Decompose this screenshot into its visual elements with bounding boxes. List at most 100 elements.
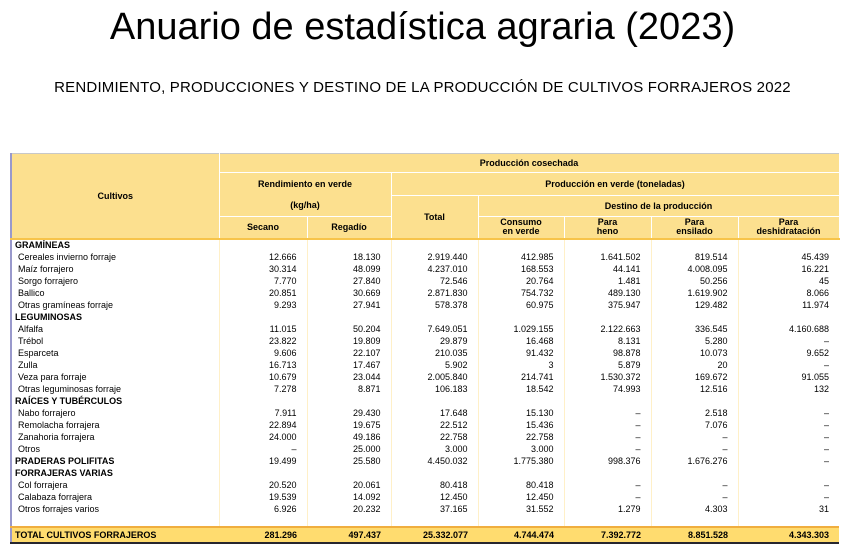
cell-value: – bbox=[737, 334, 839, 347]
table-body: GRAMÍNEAS Cereales invierno forraje 12.666… bbox=[11, 238, 839, 527]
cell-value bbox=[563, 466, 651, 479]
cell-value: 1.279 bbox=[563, 502, 651, 515]
row-label bbox=[11, 515, 219, 527]
table-row: Col forrajera 20.520 20.061 80.418 80.418– – – bbox=[11, 478, 839, 491]
row-label: Ballico bbox=[18, 287, 45, 298]
cell-value: 8.131 bbox=[563, 334, 651, 347]
cell-value bbox=[650, 238, 738, 251]
cell-value: 16.221 bbox=[737, 262, 839, 275]
cell-value: 18.130 bbox=[306, 250, 391, 263]
cell-value bbox=[390, 310, 478, 323]
cell-value: 20.851 bbox=[218, 286, 307, 299]
cell-value: – bbox=[563, 418, 651, 431]
cell-value bbox=[737, 466, 839, 479]
cell-value: – bbox=[737, 430, 839, 443]
cell-value: 754.732 bbox=[477, 286, 564, 299]
section-row: GRAMÍNEAS bbox=[11, 238, 839, 251]
cell-value: 12.450 bbox=[390, 490, 478, 503]
cell-value: 1.481 bbox=[563, 274, 651, 287]
cell-value: 12.516 bbox=[650, 382, 738, 395]
cell-value bbox=[218, 514, 307, 527]
cell-value: 5.902 bbox=[390, 358, 478, 371]
section-row: FORRAJERAS VARIAS bbox=[11, 466, 839, 479]
col-header-rendimiento-en-verde: Rendimiento en verde (kg/ha) bbox=[218, 172, 392, 217]
cell-value: 1.641.502 bbox=[563, 250, 651, 263]
cell-value: 19.809 bbox=[306, 334, 391, 347]
cell-value: 31 bbox=[737, 502, 839, 515]
cell-value bbox=[477, 238, 564, 251]
cell-value: 10.073 bbox=[650, 346, 738, 359]
total-row-label: TOTAL CULTIVOS FORRAJEROS bbox=[11, 525, 219, 544]
cell-value: 4.303 bbox=[650, 502, 738, 515]
cell-value: – bbox=[563, 490, 651, 503]
cell-value: 132 bbox=[737, 382, 839, 395]
cell-value: 91.432 bbox=[477, 346, 564, 359]
row-label: Calabaza forrajera bbox=[18, 491, 93, 502]
cell-value: 1.029.155 bbox=[477, 322, 564, 335]
cell-value: – bbox=[737, 358, 839, 371]
cell-value: 49.186 bbox=[306, 430, 391, 443]
cell-value bbox=[563, 394, 651, 407]
cell-value: – bbox=[650, 478, 738, 491]
row-label: Maíz forrajero bbox=[18, 263, 74, 274]
cell-value: 3.000 bbox=[477, 442, 564, 455]
cell-value: 8.066 bbox=[737, 286, 839, 299]
cell-value: 4.237.010 bbox=[390, 262, 478, 275]
row-label: PRADERAS POLIFITAS bbox=[15, 455, 115, 466]
table-row: Trébol 23.822 19.809 29.879 16.468 8.131 5.280… bbox=[11, 334, 839, 347]
cell-value: 45.439 bbox=[737, 250, 839, 263]
row-label: Nabo forrajero bbox=[18, 407, 76, 418]
cell-value: 210.035 bbox=[390, 346, 478, 359]
cell-value: 27.840 bbox=[306, 274, 391, 287]
col-header-secano: Secano bbox=[218, 216, 308, 240]
cell-value: 15.130 bbox=[477, 406, 564, 419]
table-row: Otras gramíneas forraje 9.293 27.941 578.37… bbox=[11, 298, 839, 311]
col-header-para-heno: Para heno bbox=[563, 216, 652, 240]
table-row: Remolacha forrajera 22.894 19.675 22.512 15.… bbox=[11, 418, 839, 431]
cell-value bbox=[477, 514, 564, 527]
section-row: PRADERAS POLIFITAS 19.499 25.580 4.450.032 1… bbox=[11, 454, 839, 467]
cell-value bbox=[563, 238, 651, 251]
cell-value: 6.926 bbox=[218, 502, 307, 515]
cell-value: 16.468 bbox=[477, 334, 564, 347]
cell-value bbox=[306, 394, 391, 407]
cell-value: – bbox=[563, 442, 651, 455]
cell-value: 17.467 bbox=[306, 358, 391, 371]
row-label: Remolacha forrajera bbox=[18, 419, 100, 430]
col-header-consumo-en-verde: Consumo en verde bbox=[477, 216, 565, 240]
total-para-heno: 7.392.772 bbox=[564, 525, 651, 544]
cell-value bbox=[563, 310, 651, 323]
row-label: LEGUMINOSAS bbox=[15, 311, 83, 322]
cell-value: 7.076 bbox=[650, 418, 738, 431]
cell-value: 91.055 bbox=[737, 370, 839, 383]
forage-crops-table: Cultivos Producción cosechada Rendimient… bbox=[10, 153, 840, 544]
cell-value: 1.619.902 bbox=[650, 286, 738, 299]
cell-value: 375.947 bbox=[563, 298, 651, 311]
cell-value: 19.499 bbox=[218, 454, 307, 467]
cell-value: 10.679 bbox=[218, 370, 307, 383]
table-row: Otros forrajes varios 6.926 20.232 37.165 31… bbox=[11, 502, 839, 515]
cell-value bbox=[306, 514, 391, 527]
total-secano: 281.296 bbox=[219, 525, 307, 544]
cell-value: 1.530.372 bbox=[563, 370, 651, 383]
cell-value: 169.672 bbox=[650, 370, 738, 383]
cell-value: 11.974 bbox=[737, 298, 839, 311]
cell-value bbox=[390, 238, 478, 251]
cell-value bbox=[390, 466, 478, 479]
row-label: Alfalfa bbox=[18, 323, 44, 334]
row-label: RAÍCES Y TUBÉRCULOS bbox=[15, 395, 123, 406]
cell-value: – bbox=[737, 490, 839, 503]
cell-value: 80.418 bbox=[390, 478, 478, 491]
cell-value: – bbox=[563, 478, 651, 491]
col-header-produccion-cosechada: Producción cosechada bbox=[218, 153, 840, 173]
cell-value: 168.553 bbox=[477, 262, 564, 275]
row-label: GRAMÍNEAS bbox=[15, 240, 71, 250]
cell-value: 29.430 bbox=[306, 406, 391, 419]
cell-value: 25.580 bbox=[306, 454, 391, 467]
cell-value: 16.713 bbox=[218, 358, 307, 371]
cell-value: – bbox=[563, 430, 651, 443]
cell-value: 819.514 bbox=[650, 250, 738, 263]
cell-value: 9.652 bbox=[737, 346, 839, 359]
cell-value: 30.669 bbox=[306, 286, 391, 299]
table-row: Calabaza forrajera 19.539 14.092 12.450 12.4… bbox=[11, 490, 839, 503]
